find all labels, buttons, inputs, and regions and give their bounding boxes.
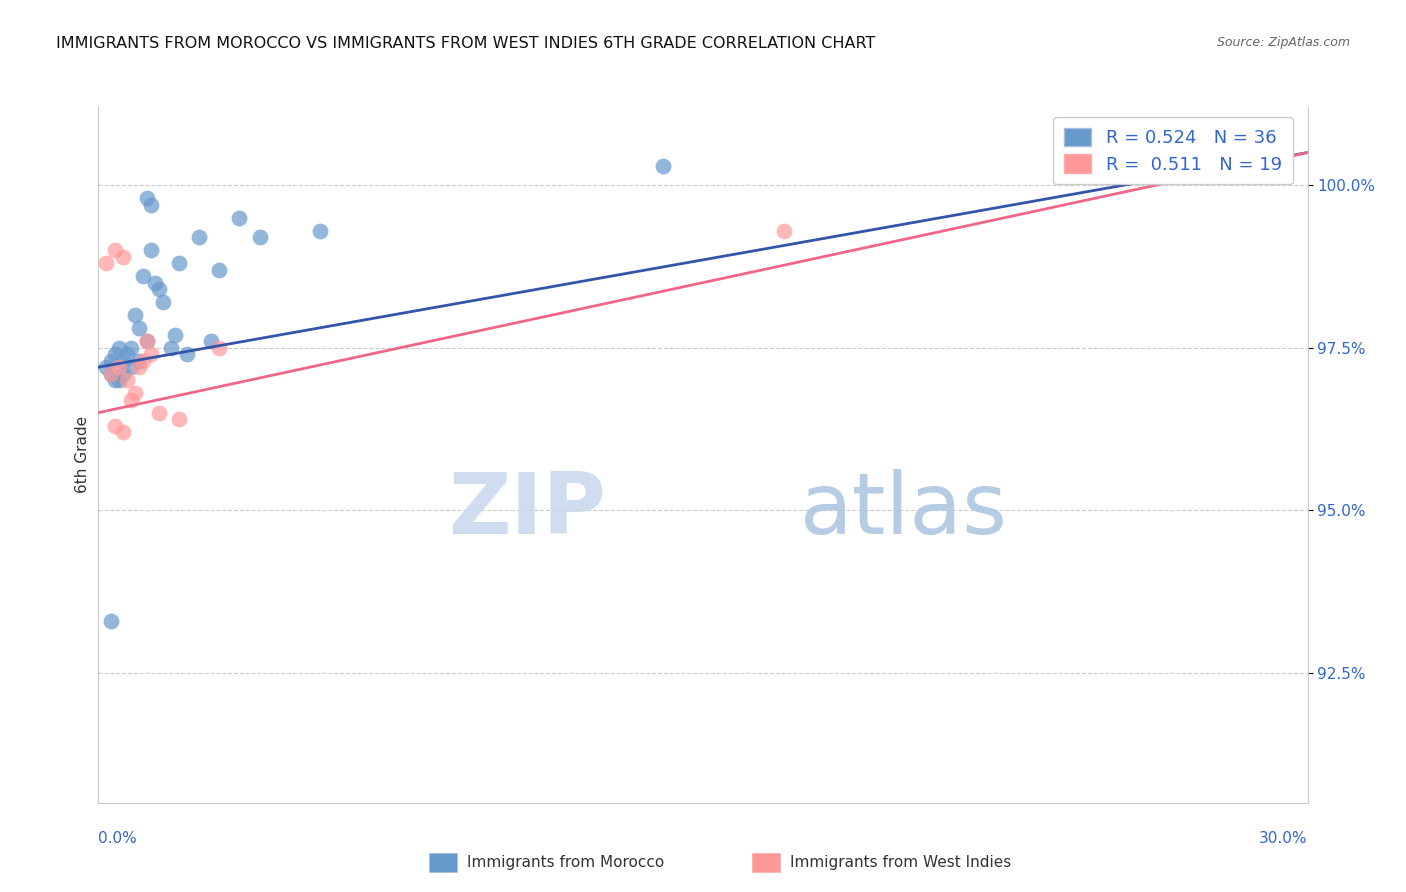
Point xyxy=(139,243,162,257)
Point xyxy=(167,256,190,270)
Point xyxy=(111,367,134,381)
Point xyxy=(132,353,155,368)
Point xyxy=(107,360,129,375)
Point xyxy=(111,250,134,264)
Point xyxy=(115,373,138,387)
Point xyxy=(120,360,142,375)
Point xyxy=(111,425,134,439)
Point xyxy=(139,197,162,211)
Point xyxy=(208,341,231,355)
Point xyxy=(163,327,186,342)
Point xyxy=(100,353,122,368)
Point xyxy=(1074,145,1097,160)
Text: Immigrants from Morocco: Immigrants from Morocco xyxy=(467,855,664,870)
Point xyxy=(124,386,146,401)
Point xyxy=(135,191,157,205)
Point xyxy=(167,412,190,426)
Point xyxy=(103,243,125,257)
Text: atlas: atlas xyxy=(800,469,1008,552)
Point xyxy=(249,230,271,244)
Point xyxy=(1156,145,1178,160)
Point xyxy=(135,334,157,348)
Point xyxy=(309,224,332,238)
Point xyxy=(100,367,122,381)
Point xyxy=(103,373,125,387)
Point xyxy=(107,341,129,355)
Text: 30.0%: 30.0% xyxy=(1260,830,1308,846)
Point xyxy=(148,282,170,296)
Point xyxy=(100,614,122,628)
Point xyxy=(128,360,150,375)
Point xyxy=(100,367,122,381)
Point xyxy=(148,406,170,420)
Point xyxy=(135,334,157,348)
Point xyxy=(143,276,166,290)
Point xyxy=(188,230,211,244)
Point xyxy=(200,334,222,348)
Text: IMMIGRANTS FROM MOROCCO VS IMMIGRANTS FROM WEST INDIES 6TH GRADE CORRELATION CHA: IMMIGRANTS FROM MOROCCO VS IMMIGRANTS FR… xyxy=(56,36,876,51)
Point xyxy=(103,418,125,433)
Legend: R = 0.524   N = 36, R =  0.511   N = 19: R = 0.524 N = 36, R = 0.511 N = 19 xyxy=(1053,117,1292,185)
Point xyxy=(651,159,673,173)
Point xyxy=(139,347,162,361)
Point xyxy=(120,392,142,407)
Point xyxy=(120,341,142,355)
Point xyxy=(111,353,134,368)
Point xyxy=(208,262,231,277)
Text: ZIP: ZIP xyxy=(449,469,606,552)
Text: 0.0%: 0.0% xyxy=(98,830,138,846)
Point xyxy=(132,269,155,284)
Point xyxy=(228,211,250,225)
Point xyxy=(176,347,198,361)
Y-axis label: 6th Grade: 6th Grade xyxy=(75,417,90,493)
Point xyxy=(128,321,150,335)
Point xyxy=(96,256,118,270)
Point xyxy=(124,308,146,322)
Point xyxy=(152,295,174,310)
Point xyxy=(96,360,118,375)
Text: Immigrants from West Indies: Immigrants from West Indies xyxy=(790,855,1011,870)
Text: Source: ZipAtlas.com: Source: ZipAtlas.com xyxy=(1216,36,1350,49)
Point xyxy=(103,347,125,361)
Point xyxy=(107,373,129,387)
Point xyxy=(128,353,150,368)
Point xyxy=(115,347,138,361)
Point xyxy=(772,224,794,238)
Point xyxy=(160,341,183,355)
